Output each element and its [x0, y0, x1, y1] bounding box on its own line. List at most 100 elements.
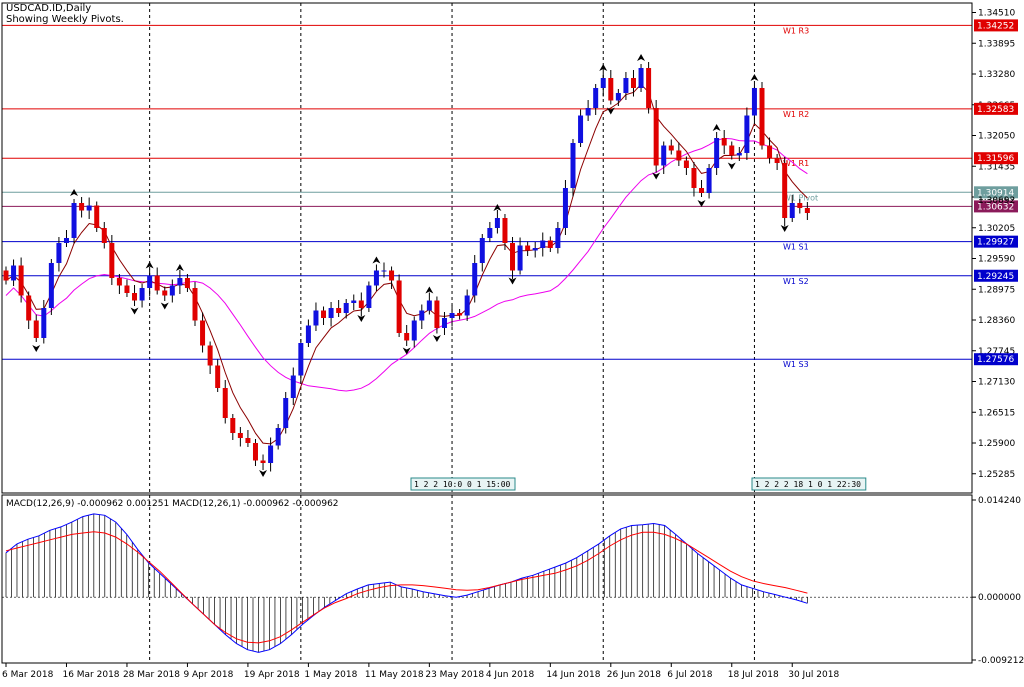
candle-body — [124, 285, 130, 293]
candle-body — [676, 150, 682, 161]
candle-body — [699, 188, 705, 193]
candle-body — [593, 88, 599, 108]
candle-body — [736, 153, 742, 156]
candle-body — [479, 238, 485, 263]
candle-body — [389, 270, 395, 281]
candle-body — [366, 285, 372, 308]
vertical-grid — [149, 3, 755, 663]
fractal-up-marker — [599, 64, 608, 71]
candle-body — [343, 303, 349, 313]
pivot-value-label: 1.27576 — [977, 355, 1014, 365]
candle-body — [494, 218, 500, 228]
candle-body — [109, 243, 115, 278]
candle-body — [502, 218, 508, 243]
candle-body — [706, 168, 712, 193]
pivot-value-tag — [974, 152, 1018, 165]
candle-body — [305, 325, 311, 343]
candle-body — [464, 295, 470, 316]
pivot-value-label: 1.31596 — [977, 154, 1014, 164]
candle-body — [729, 145, 735, 156]
candle-body — [94, 205, 100, 228]
date-axis: 6 Mar 2018 16 Mar 2018 28 Mar 2018 9 Apr 20… — [2, 663, 839, 680]
date-label: 6 Jul 2018 — [667, 670, 712, 680]
candle-body — [759, 88, 765, 146]
candle-body — [744, 115, 750, 153]
candle-body — [11, 265, 17, 281]
candle-body — [177, 278, 183, 286]
fractal-up-marker — [175, 264, 184, 271]
candle-body — [26, 295, 32, 321]
candle-body — [63, 238, 69, 243]
pivot-value-tag — [974, 102, 1018, 115]
fractal-down-marker — [357, 315, 366, 322]
fast-ma-line — [5, 83, 808, 445]
price-tick-label: 1.31435 — [978, 162, 1015, 172]
price-tick-label: 1.33280 — [978, 70, 1015, 80]
price-tick-label: 1.29590 — [978, 255, 1015, 265]
candle-body — [487, 228, 493, 238]
candle-body — [615, 93, 621, 101]
candle-body — [275, 428, 281, 446]
date-label: 9 Apr 2018 — [183, 670, 233, 680]
candle-body — [71, 203, 77, 238]
candle-body — [18, 265, 24, 296]
candle-body — [691, 168, 697, 188]
candle-body — [525, 245, 531, 251]
date-label: 30 Jul 2018 — [788, 670, 839, 680]
symbol-title: USDCAD.ID,Daily — [6, 3, 92, 14]
fractal-down-marker — [32, 345, 41, 352]
candle-body — [351, 300, 357, 303]
candle-body — [600, 78, 606, 88]
candle-body — [532, 248, 538, 251]
candle-body — [162, 290, 168, 296]
candle-body — [721, 138, 727, 146]
panel-frames — [1, 2, 973, 664]
candle-body — [661, 145, 667, 166]
candle-body — [381, 270, 387, 272]
candle-body — [207, 345, 213, 366]
pivot-name: W1 S1 — [783, 243, 809, 252]
pivot-name: W1 S3 — [783, 360, 809, 369]
fractal-down-marker — [606, 107, 615, 115]
date-label: 6 Mar 2018 — [2, 670, 54, 680]
candle-body — [789, 203, 795, 218]
candle-body — [441, 318, 447, 328]
price-tick-label: 1.27130 — [978, 378, 1015, 388]
candle-body — [547, 240, 553, 248]
macd-title: MACD(12,26,9) -0.000962 0.001251 MACD(12… — [6, 499, 339, 509]
candle-body — [540, 240, 546, 248]
time-box-2-label: 1 2 2 2 18 1 0 1 22:30 — [755, 480, 861, 489]
fractal-down-marker — [727, 162, 736, 170]
candle-body — [192, 288, 198, 321]
candle-body — [101, 228, 107, 243]
candle-body — [86, 205, 92, 211]
price-tick-label: 1.26515 — [978, 408, 1015, 418]
candle-body — [434, 300, 440, 328]
candle-body — [290, 375, 296, 398]
candle-body — [419, 310, 425, 321]
price-tick-label: 1.32050 — [978, 132, 1015, 142]
fractal-down-marker — [130, 307, 139, 315]
candle-body — [562, 188, 568, 228]
pivot-value-label: 1.34252 — [977, 21, 1014, 31]
candle-body — [623, 78, 629, 93]
fractal-up-marker — [712, 124, 721, 131]
candle-body — [668, 145, 674, 151]
pivot-value-label: 1.29927 — [977, 238, 1014, 248]
pivot-value-label: 1.32583 — [977, 105, 1014, 115]
fractal-up-marker — [145, 261, 154, 269]
pivot-value-label: 1.29245 — [977, 272, 1014, 282]
pivot-value-tag — [974, 186, 1018, 199]
pivot-name: W1 R1 — [783, 159, 809, 168]
price-tick-label: 1.27745 — [978, 347, 1015, 357]
candle-body — [313, 310, 319, 326]
candle-body — [169, 285, 175, 296]
candle-body — [222, 388, 228, 418]
candle-body — [646, 68, 652, 108]
candle-body — [714, 138, 720, 168]
time-box-1 — [410, 477, 516, 491]
candle-body — [48, 263, 54, 308]
candle-body — [358, 300, 364, 308]
